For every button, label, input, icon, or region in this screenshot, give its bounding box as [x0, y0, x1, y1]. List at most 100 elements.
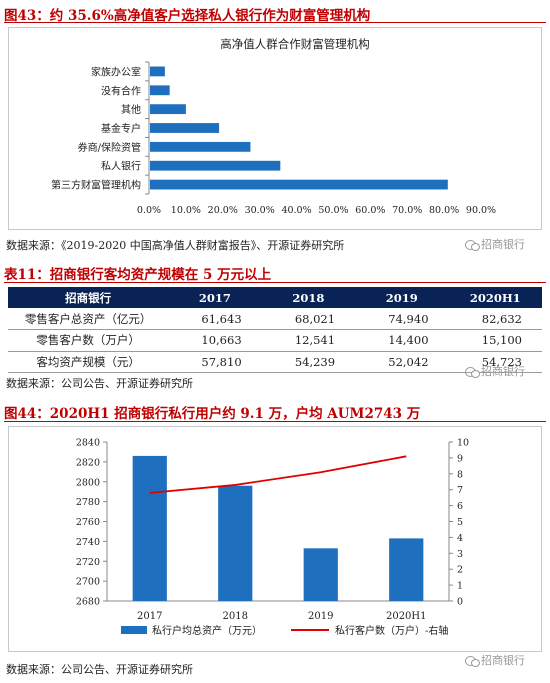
table-header-cell: 2017 [168, 287, 262, 308]
table-row: 零售客户总资产（亿元） 61,643 68,021 74,940 82,632 [8, 308, 542, 330]
x-tick-label: 90.0% [466, 205, 496, 216]
left-tick-label: 2700 [76, 577, 100, 588]
bar [389, 538, 424, 601]
wechat-icon [465, 655, 480, 667]
table-cell: 10,663 [168, 329, 262, 352]
table-cell: 74,940 [355, 308, 449, 330]
table-cell: 52,042 [355, 351, 449, 373]
left-tick-label: 2840 [76, 438, 100, 449]
category-label: 第三方财富管理机构 [51, 179, 141, 192]
bar [150, 104, 186, 115]
right-tick-label: 2 [457, 565, 463, 576]
watermark-text: 招商银行 [481, 238, 525, 251]
left-tick-label: 2760 [76, 517, 100, 528]
bar [132, 455, 167, 601]
table-header-cell: 2018 [261, 287, 356, 308]
table-cell: 68,021 [261, 308, 356, 330]
fig44-source: 数据来源：公司公告、开源证券研究所 [6, 663, 193, 676]
right-tick-label: 9 [457, 453, 463, 464]
legend-label-line: 私行客户数（万户）-右轴 [335, 624, 448, 637]
table-header-row: 招商银行 2017 2018 2019 2020H1 [8, 287, 542, 308]
table-cell: 57,810 [168, 351, 262, 373]
right-tick-label: 10 [457, 438, 469, 449]
bar [218, 485, 253, 601]
x-tick-label: 20.0% [208, 205, 238, 216]
watermark-text: 招商银行 [481, 365, 525, 378]
right-tick-label: 6 [457, 501, 463, 512]
table11-title-rule [4, 282, 546, 283]
bar [150, 141, 251, 152]
right-tick-label: 4 [457, 533, 463, 544]
table-row: 客均资产规模（元） 57,810 54,239 52,042 54,723 [8, 351, 542, 373]
category-label: 私人银行 [101, 160, 141, 173]
table-cell: 零售客户数（万户） [8, 329, 169, 352]
table-header-cell: 2020H1 [448, 287, 542, 308]
right-tick-label: 5 [457, 517, 463, 528]
fig43-title: 图43：约 35.6%高净值客户选择私人银行作为财富管理机构 [4, 8, 371, 24]
table-header-cell: 2019 [355, 287, 449, 308]
fig44-title: 图44：2020H1 招商银行私行用户约 9.1 万，户均 AUM2743 万 [4, 406, 421, 422]
x-tick-label: 2019 [308, 611, 333, 622]
x-tick-label: 60.0% [355, 205, 385, 216]
right-tick-label: 0 [457, 597, 463, 608]
x-tick-label: 50.0% [318, 205, 348, 216]
watermark-text: 招商银行 [481, 654, 525, 667]
category-label: 其他 [121, 103, 141, 116]
fig44-chart-frame: 2680 2700 2720 2740 2760 2780 2800 2820 2840 0 1 2 3… [8, 426, 542, 652]
left-tick-label: 2800 [76, 477, 100, 488]
table-cell: 零售客户总资产（亿元） [8, 308, 169, 330]
x-tick-label: 2020H1 [386, 611, 427, 622]
table-row: 零售客户数（万户） 10,663 12,541 14,400 15,100 [8, 329, 542, 352]
fig43-bar-chart: 高净值人群合作财富管理机构家族办公室没有合作其他基金专户券商/保险资管私人银行第… [51, 37, 496, 216]
category-label: 家族办公室 [91, 65, 141, 78]
right-tick-label: 1 [457, 581, 463, 592]
wechat-icon [465, 239, 480, 251]
x-tick-label: 40.0% [281, 205, 311, 216]
x-tick-label: 2018 [223, 611, 248, 622]
table11-source: 数据来源：公司公告、开源证券研究所 [6, 377, 193, 390]
x-tick-label: 2017 [137, 611, 162, 622]
left-tick-label: 2740 [76, 537, 100, 548]
x-tick-label: 0.0% [137, 205, 161, 216]
category-label: 券商/保险资管 [78, 141, 141, 154]
table-cell: 14,400 [355, 329, 449, 352]
fig44-combo-chart: 2680 2700 2720 2740 2760 2780 2800 2820 2840 0 1 2 3… [76, 438, 469, 638]
table-cell: 客均资产规模（元） [8, 351, 169, 373]
left-tick-label: 2820 [76, 457, 100, 468]
category-label: 没有合作 [101, 84, 141, 97]
right-tick-label: 8 [457, 469, 463, 480]
x-tick-label: 10.0% [171, 205, 201, 216]
fig44-title-rule [4, 421, 546, 422]
category-label: 基金专户 [101, 122, 141, 135]
fig43-source: 数据来源：《2019-2020 中国高净值人群财富报告》、开源证券研究所 [6, 239, 345, 252]
right-tick-label: 7 [457, 485, 463, 496]
table11: 招商银行 2017 2018 2019 2020H1 零售客户总资产（亿元） 6… [8, 287, 542, 373]
x-tick-label: 80.0% [429, 205, 459, 216]
watermark-2: 招商银行 [465, 363, 525, 379]
bar [303, 548, 338, 601]
watermark-1: 招商银行 [465, 236, 525, 252]
legend-swatch-bars [121, 626, 147, 634]
watermark-3: 招商银行 [465, 652, 525, 668]
bar [150, 123, 220, 133]
table-cell: 82,632 [448, 308, 542, 330]
x-tick-label: 70.0% [392, 205, 422, 216]
bar [150, 179, 448, 190]
fig43-chart-frame: 高净值人群合作财富管理机构家族办公室没有合作其他基金专户券商/保险资管私人银行第… [8, 27, 542, 230]
line-series [149, 455, 407, 494]
left-tick-label: 2720 [76, 557, 100, 568]
left-tick-label: 2680 [76, 597, 100, 608]
bar [150, 66, 165, 77]
table11-title: 表11：招商银行客均资产规模在 5 万元以上 [4, 267, 272, 283]
table-cell: 15,100 [448, 329, 542, 352]
right-tick-label: 3 [457, 549, 463, 560]
chart-title: 高净值人群合作财富管理机构 [220, 37, 370, 51]
table-cell: 12,541 [261, 329, 356, 352]
bar [150, 160, 281, 171]
table-cell: 61,643 [168, 308, 262, 330]
table-header-cell: 招商银行 [8, 287, 169, 308]
bar [150, 85, 170, 96]
x-tick-label: 30.0% [245, 205, 275, 216]
fig43-title-rule [4, 22, 546, 23]
table-cell: 54,239 [261, 351, 356, 373]
